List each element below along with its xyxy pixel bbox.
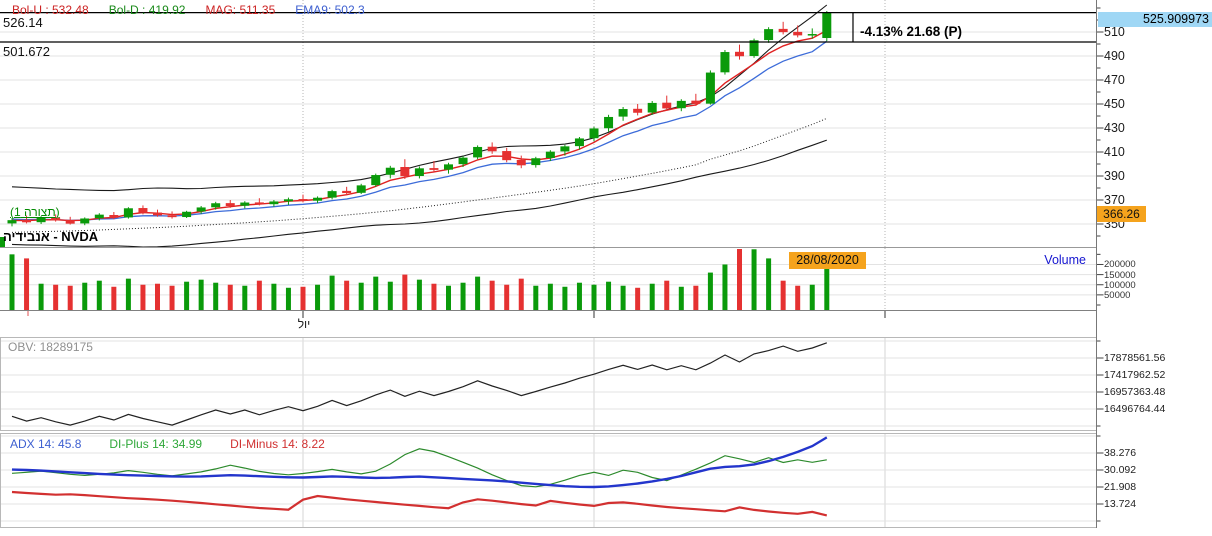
- obv-value-label: OBV: 18289175: [8, 340, 93, 354]
- current-price-badge: 525.909973: [1098, 12, 1212, 27]
- volume-pane-label: Volume: [1044, 253, 1086, 267]
- volume-pane-canvas[interactable]: [0, 248, 1212, 337]
- lower-level-label: 501.672: [3, 44, 50, 59]
- symbol-title: אנבידיה - NVDA: [3, 229, 99, 244]
- measure-annotation[interactable]: -4.13% 21.68 (P): [860, 24, 963, 39]
- ema9-label: EMA9: 502.3: [295, 3, 365, 17]
- obv-pane-canvas[interactable]: [0, 337, 1212, 431]
- bollinger-lower-label: Bol-D : 419.92: [108, 3, 186, 17]
- adx-value-label: ADX 14: 45.8: [10, 437, 82, 451]
- di-plus-value-label: DI-Plus 14: 34.99: [109, 437, 203, 451]
- configuration-link[interactable]: (תצורה 1): [10, 205, 60, 219]
- x-axis-month-label: יול: [297, 317, 311, 331]
- price-axis-line[interactable]: [1096, 0, 1097, 528]
- adx-label-row: ADX 14: 45.8 DI-Plus 14: 34.99 DI-Minus …: [10, 437, 325, 451]
- date-badge: 28/08/2020: [789, 252, 866, 269]
- level-price-badge: 366.26: [1097, 206, 1146, 222]
- adx-pane-canvas[interactable]: [0, 433, 1212, 528]
- price-pane-canvas[interactable]: [0, 0, 1212, 248]
- di-minus-value-label: DI-Minus 14: 8.22: [230, 437, 325, 451]
- mag-label: MAG: 511.35: [205, 3, 276, 17]
- bollinger-upper-label: Bol-U : 532.48: [12, 3, 89, 17]
- indicator-label-row: Bol-U : 532.48 Bol-D : 419.92 MAG: 511.3…: [12, 3, 365, 17]
- upper-level-label: 526.14: [3, 15, 43, 30]
